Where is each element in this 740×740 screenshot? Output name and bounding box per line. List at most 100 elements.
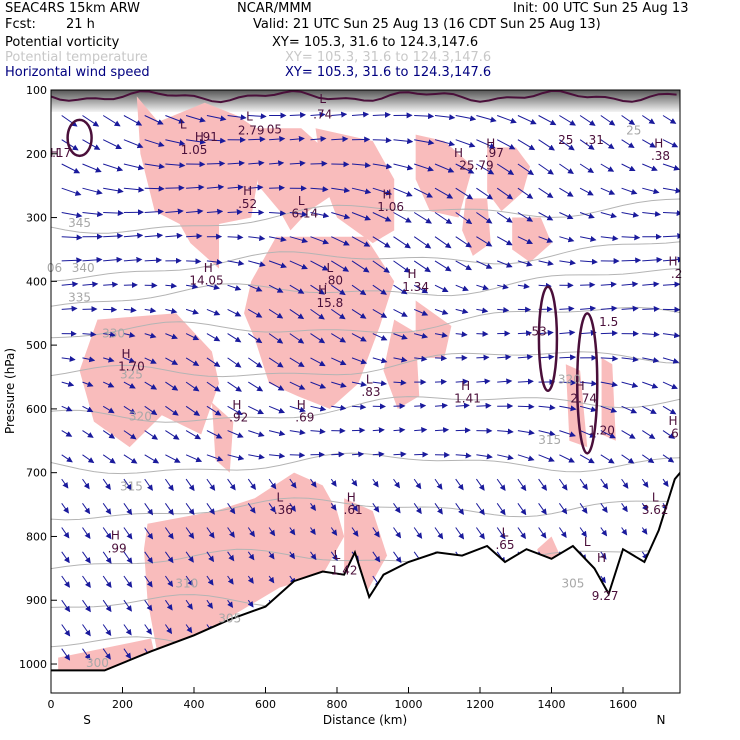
wind-vector (61, 234, 83, 241)
pv-value-label: 25 (558, 133, 573, 147)
wind-vector (82, 454, 95, 464)
wind-vector (621, 356, 639, 363)
wind-vector (102, 115, 121, 127)
wind-vector (621, 503, 628, 513)
wind-vector (559, 405, 577, 412)
wind-vector (61, 355, 76, 362)
wind-vector (393, 284, 408, 295)
wind-vector (455, 139, 476, 148)
wind-vector (558, 503, 568, 515)
wind-vector (102, 381, 115, 388)
wind-vector (662, 281, 680, 288)
wind-vector (268, 430, 286, 437)
wind-vector (642, 305, 660, 312)
wind-vector (310, 160, 328, 167)
wind-vector (186, 138, 206, 145)
x-tick-label: 1400 (538, 698, 566, 711)
wind-vector (227, 260, 245, 266)
wind-vector (331, 212, 351, 220)
pv-shaded-region (601, 357, 616, 441)
wind-vector (331, 136, 349, 143)
wind-vector (393, 260, 411, 273)
wind-vector (289, 260, 308, 270)
wind-vector (455, 331, 468, 338)
wind-vector (227, 234, 244, 241)
wind-vector (621, 478, 629, 489)
wind-vector (641, 527, 648, 535)
wind-vector (642, 115, 656, 125)
wind-vector (517, 354, 534, 361)
fcst-label: Fcst: (5, 17, 36, 32)
wind-vector (372, 380, 387, 387)
pv-shaded-region (415, 300, 452, 358)
wind-vector (372, 503, 380, 513)
wind-vector (268, 308, 284, 319)
wind-vector (165, 333, 178, 340)
wind-vector (558, 478, 568, 491)
wind-vector (102, 139, 122, 149)
wind-vector (289, 405, 306, 413)
wind-vector (621, 234, 641, 241)
wind-vector (372, 357, 388, 364)
pv-value-label: .61 (344, 503, 363, 517)
wind-vector (269, 135, 286, 142)
pv-value-label: L (584, 535, 591, 549)
wind-vector (476, 402, 492, 409)
wind-vector (496, 139, 516, 150)
wind-vector (372, 451, 385, 458)
wind-vector (268, 527, 276, 537)
wind-vector (414, 402, 427, 409)
wind-vector (102, 551, 112, 564)
wind-vector (600, 381, 618, 388)
wind-vector (289, 357, 305, 368)
wind-vector (579, 163, 595, 174)
wind-vector (123, 139, 144, 149)
pv-value-label: .31 (585, 133, 604, 147)
wind-vector (310, 212, 330, 219)
wind-vector (330, 527, 338, 536)
pv-value-label: L (298, 194, 305, 208)
wind-vector (82, 381, 94, 387)
wind-vector (559, 430, 576, 438)
wind-vector (455, 378, 469, 385)
wind-vector (61, 599, 71, 613)
wind-vector (538, 430, 556, 437)
wind-vector (206, 430, 223, 439)
wind-vector (579, 430, 597, 438)
pv-value-label: L (180, 117, 187, 131)
wind-vector (123, 454, 138, 464)
wind-vector (476, 115, 497, 123)
wind-vector (434, 114, 456, 121)
wind-vector (310, 236, 330, 245)
wind-vector (227, 551, 235, 562)
wind-vector (123, 306, 137, 313)
wind-vector (310, 333, 326, 344)
y-axis-label: Pressure (hPa) (3, 348, 17, 434)
wind-vector (476, 453, 493, 460)
wind-vector (164, 527, 174, 540)
wind-vector (165, 282, 178, 289)
pv-value-label: H (669, 254, 678, 268)
wind-vector (517, 478, 527, 492)
wind-vector (642, 139, 656, 148)
wind-vector (455, 236, 472, 248)
pv-value-label: H (597, 551, 606, 565)
wind-vector (310, 357, 326, 367)
wind-vector (102, 527, 112, 540)
wind-vector (248, 160, 265, 167)
wind-vector (413, 284, 429, 294)
pv-value-label: .2 (671, 267, 682, 281)
wind-vector (372, 427, 385, 434)
wind-vector (185, 357, 200, 367)
wind-vector (621, 163, 636, 172)
wind-vector (310, 551, 317, 561)
wind-vector (579, 478, 588, 491)
pv-value-label: L (319, 92, 326, 106)
wind-vector (517, 330, 533, 337)
wind-vector (455, 163, 475, 174)
wind-vector (351, 308, 367, 319)
pv-value-label: H (111, 529, 120, 543)
wind-vector (476, 354, 490, 361)
wind-vector (103, 210, 124, 217)
